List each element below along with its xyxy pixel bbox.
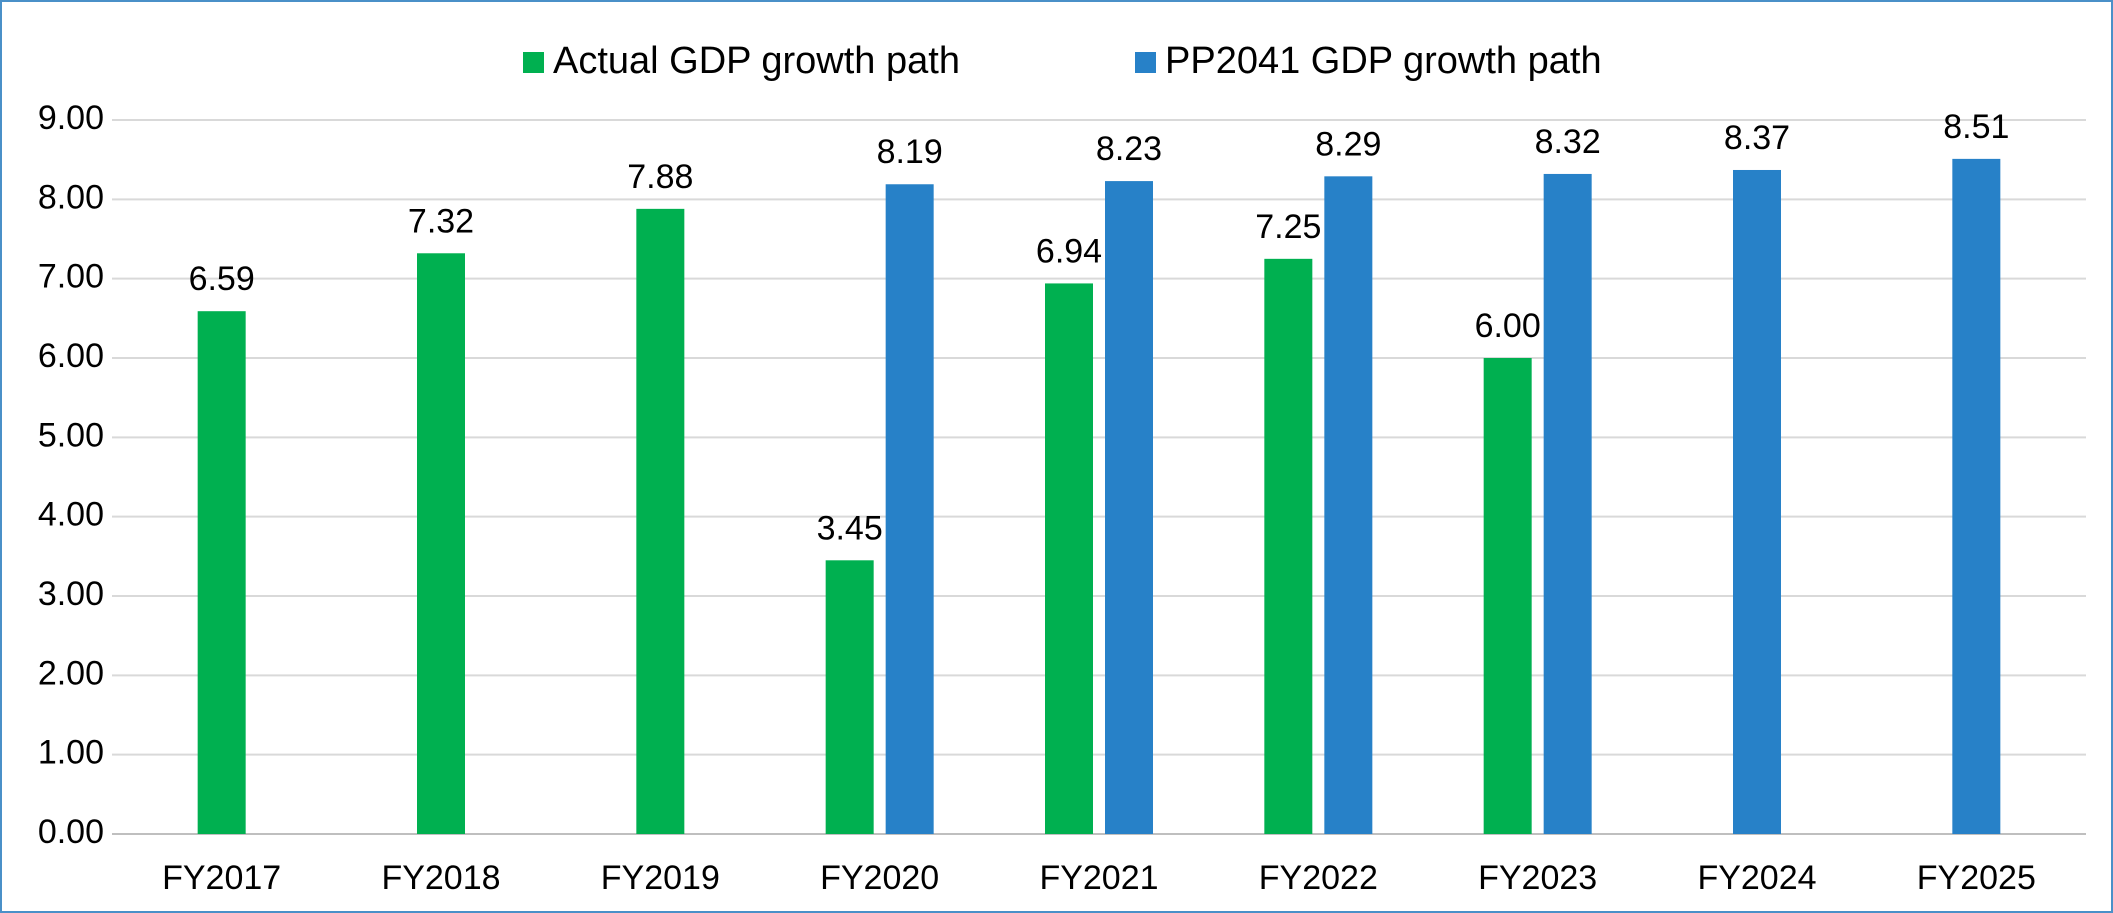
x-tick-label: FY2024 (1697, 859, 1816, 897)
data-label: 6.94 (1036, 232, 1102, 270)
bar (1952, 158, 2001, 834)
legend-swatch (523, 52, 544, 73)
x-tick-label: FY2023 (1478, 859, 1597, 897)
data-label: 7.25 (1255, 208, 1321, 246)
x-tick-label: FY2018 (381, 859, 500, 897)
bar (197, 311, 246, 834)
y-tick-label: 1.00 (38, 734, 104, 772)
data-label: 8.32 (1535, 123, 1601, 161)
x-tick-label: FY2021 (1039, 859, 1158, 897)
y-tick-label: 0.00 (38, 813, 104, 851)
y-tick-label: 4.00 (38, 496, 104, 534)
bar (1264, 258, 1313, 834)
legend-swatch (1135, 52, 1156, 73)
data-label: 8.19 (877, 133, 943, 171)
bar (1543, 173, 1592, 835)
bar (636, 208, 685, 834)
x-tick-label: FY2019 (601, 859, 720, 897)
data-label: 7.32 (408, 202, 474, 240)
y-tick-label: 8.00 (38, 178, 104, 216)
bar (1105, 181, 1153, 834)
data-label: 6.00 (1475, 307, 1541, 345)
data-label: 3.45 (817, 509, 883, 547)
x-tick-label: FY2022 (1259, 859, 1378, 897)
y-tick-label: 6.00 (38, 337, 104, 375)
bar (885, 184, 934, 834)
data-label: 8.29 (1315, 125, 1381, 163)
bar (1324, 176, 1373, 834)
y-tick-label: 3.00 (38, 575, 104, 613)
x-tick-label: FY2025 (1917, 859, 2036, 897)
bar (417, 253, 465, 834)
y-tick-label: 2.00 (38, 654, 104, 692)
bar (1045, 283, 1093, 835)
y-tick-label: 5.00 (38, 416, 104, 454)
x-tick-label: FY2020 (820, 859, 939, 897)
data-label: 8.37 (1724, 119, 1790, 157)
data-label: 7.88 (627, 158, 693, 196)
y-tick-label: 7.00 (38, 258, 104, 296)
bar (825, 560, 874, 834)
bar (1733, 169, 1781, 835)
legend-label: PP2041 GDP growth path (1165, 40, 1602, 82)
data-label: 6.59 (189, 260, 255, 298)
legend-label: Actual GDP growth path (553, 40, 960, 82)
data-label: 8.51 (1943, 108, 2009, 146)
bar (1483, 358, 1532, 834)
data-label: 8.23 (1096, 130, 1162, 168)
y-tick-label: 9.00 (38, 99, 104, 137)
x-tick-label: FY2017 (162, 859, 281, 897)
